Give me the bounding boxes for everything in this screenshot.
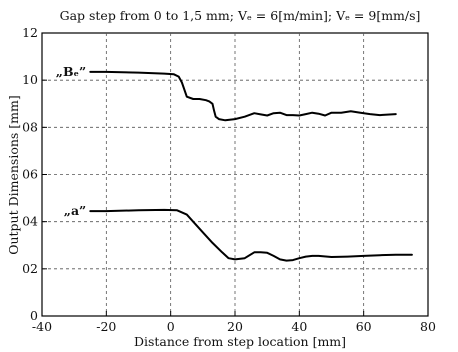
x-tick-label: -20 — [96, 319, 116, 334]
chart-title: Gap step from 0 to 1,5 mm; Vₑ = 6[m/min]… — [60, 8, 421, 23]
y-tick-label: 0 — [30, 308, 38, 323]
x-tick-label: 40 — [291, 319, 307, 334]
y-tick-label: 08 — [22, 119, 38, 134]
y-tick-label: 06 — [22, 167, 38, 182]
x-axis-ticks: -40 -20 0 20 40 60 80 — [32, 311, 436, 334]
y-axis-ticks: 0 02 04 06 08 10 12 — [22, 25, 47, 323]
series-labels: „Bₑ” „a” — [56, 64, 87, 218]
series-label-2: „a” — [64, 203, 86, 218]
x-tick-label: 20 — [227, 319, 243, 334]
y-tick-label: 10 — [22, 72, 38, 87]
series-lines — [89, 70, 413, 262]
grid-lines — [42, 33, 428, 316]
x-tick-label: 60 — [356, 319, 372, 334]
x-tick-label: -40 — [32, 319, 52, 334]
series-label-1: „Bₑ” — [56, 64, 87, 79]
y-tick-label: 02 — [22, 261, 38, 276]
x-tick-label: 0 — [167, 319, 175, 334]
series-line-2 — [89, 208, 413, 262]
series-line-1 — [89, 70, 397, 122]
y-axis-label: Output Dimensions [mm] — [6, 95, 21, 255]
x-tick-label: 80 — [420, 319, 436, 334]
x-axis-label: Distance from step location [mm] — [134, 334, 346, 349]
y-tick-label: 04 — [22, 214, 38, 229]
y-tick-label: 12 — [22, 25, 38, 40]
